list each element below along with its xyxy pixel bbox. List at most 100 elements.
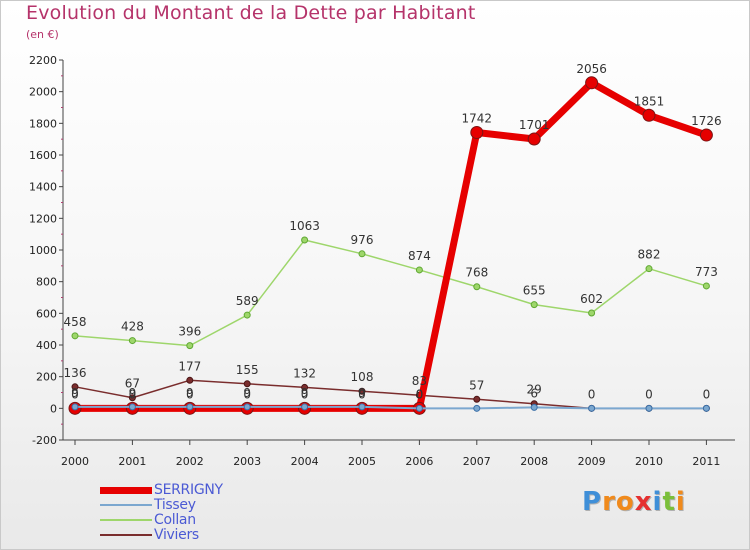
data-point-collan — [473, 283, 481, 291]
series-line-serrigny — [71, 79, 710, 412]
legend-item-viviers: Viviers — [100, 527, 360, 543]
data-point-serrigny — [642, 108, 656, 122]
logo-letter: P — [582, 487, 603, 517]
data-label-viviers: 29 — [527, 383, 542, 397]
logo-letter: r — [602, 487, 616, 517]
data-point-tissey — [301, 403, 309, 411]
data-label-serrigny: 0 — [416, 387, 424, 401]
y-tick-label: 200 — [36, 371, 57, 384]
legend-label: SERRIGNY — [154, 482, 223, 498]
series-line-viviers — [74, 379, 708, 410]
data-label-viviers: 0 — [588, 387, 596, 401]
data-label-tissey: 0 — [416, 387, 424, 401]
data-point-tissey — [186, 403, 194, 411]
data-label-collan: 396 — [178, 325, 201, 339]
y-tick-label: -200 — [32, 434, 57, 447]
series-line-collan — [74, 239, 708, 347]
data-point-tissey — [530, 403, 538, 411]
data-label-serrigny: 0 — [186, 387, 194, 401]
data-label-viviers: 108 — [351, 370, 374, 384]
series-line-tissey — [74, 405, 708, 410]
x-tick-label: 2004 — [291, 455, 319, 468]
x-tick-label: 2009 — [578, 455, 606, 468]
data-point-tissey — [415, 404, 423, 412]
y-tick-label: 1000 — [29, 244, 57, 257]
y-tick-label: 1400 — [29, 181, 57, 194]
data-point-collan — [71, 332, 79, 340]
logo-letter: x — [634, 487, 653, 517]
data-point-serrigny — [470, 126, 484, 140]
data-label-collan: 976 — [351, 233, 374, 247]
data-label-collan: 1063 — [289, 219, 320, 233]
data-label-collan: 768 — [465, 266, 488, 280]
data-label-tissey: 9 — [358, 386, 366, 400]
data-label-serrigny: 2056 — [576, 62, 607, 76]
legend-item-collan: Collan — [100, 512, 360, 528]
logo-letter: i — [652, 487, 663, 517]
logo-letter: o — [615, 487, 635, 517]
x-tick-label: 2001 — [118, 455, 146, 468]
data-label-viviers: 136 — [64, 366, 87, 380]
legend-label: Viviers — [154, 527, 199, 543]
data-label-serrigny: 0 — [243, 387, 251, 401]
data-point-tissey — [128, 403, 136, 411]
data-point-collan — [645, 265, 653, 273]
proxiti-logo: Proxiti — [582, 487, 686, 517]
data-point-collan — [702, 282, 710, 290]
data-label-collan: 602 — [580, 292, 603, 306]
data-point-collan — [530, 301, 538, 309]
y-tick-label: 0 — [50, 402, 57, 415]
chart-subtitle: (en €) — [26, 28, 59, 41]
data-label-tissey: 9 — [186, 386, 194, 400]
data-label-collan: 655 — [523, 284, 546, 298]
y-tick-label: 1600 — [29, 149, 57, 162]
x-tick-label: 2006 — [405, 455, 433, 468]
y-tick-label: 400 — [36, 339, 57, 352]
x-tick-label: 2010 — [635, 455, 663, 468]
data-label-serrigny: 1742 — [462, 112, 493, 126]
x-tick-label: 2005 — [348, 455, 376, 468]
data-label-serrigny: 0 — [301, 387, 309, 401]
legend-item-tissey: Tissey — [100, 497, 360, 513]
data-label-serrigny: 1851 — [634, 94, 665, 108]
data-point-tissey — [71, 403, 79, 411]
data-label-viviers: 83 — [412, 374, 427, 388]
data-label-viviers: 67 — [125, 377, 140, 391]
data-label-collan: 428 — [121, 320, 144, 334]
data-point-viviers — [128, 394, 136, 402]
data-point-tissey — [358, 403, 366, 411]
y-tick-label: 1200 — [29, 212, 57, 225]
data-label-tissey: 9 — [301, 386, 309, 400]
legend-label: Collan — [154, 512, 196, 528]
data-point-viviers — [186, 376, 194, 384]
logo-letter: i — [675, 487, 686, 517]
data-point-collan — [128, 337, 136, 345]
x-tick-label: 2002 — [176, 455, 204, 468]
data-label-viviers: 0 — [703, 387, 711, 401]
y-tick-label: 800 — [36, 276, 57, 289]
data-label-collan: 882 — [638, 248, 661, 262]
x-tick-label: 2007 — [463, 455, 491, 468]
legend: SERRIGNY Tissey Collan Viviers — [100, 482, 360, 543]
data-point-viviers — [473, 395, 481, 403]
data-point-serrigny — [585, 76, 599, 90]
y-tick-label: 600 — [36, 307, 57, 320]
data-point-collan — [415, 266, 423, 274]
data-label-collan: 458 — [64, 315, 87, 329]
data-point-serrigny — [699, 128, 713, 142]
y-tick-label: 2000 — [29, 86, 57, 99]
data-label-tissey: 9 — [129, 386, 137, 400]
data-point-viviers — [358, 387, 366, 395]
data-point-collan — [588, 309, 596, 317]
data-label-viviers: 0 — [645, 387, 653, 401]
data-label-viviers: 177 — [178, 359, 201, 373]
legend-swatch — [100, 487, 152, 494]
legend-swatch — [100, 534, 152, 536]
data-label-serrigny: 0 — [129, 387, 137, 401]
data-point-tissey — [588, 404, 596, 412]
data-point-collan — [186, 342, 194, 350]
data-point-tissey — [645, 404, 653, 412]
data-point-collan — [243, 311, 251, 319]
data-point-tissey — [473, 404, 481, 412]
